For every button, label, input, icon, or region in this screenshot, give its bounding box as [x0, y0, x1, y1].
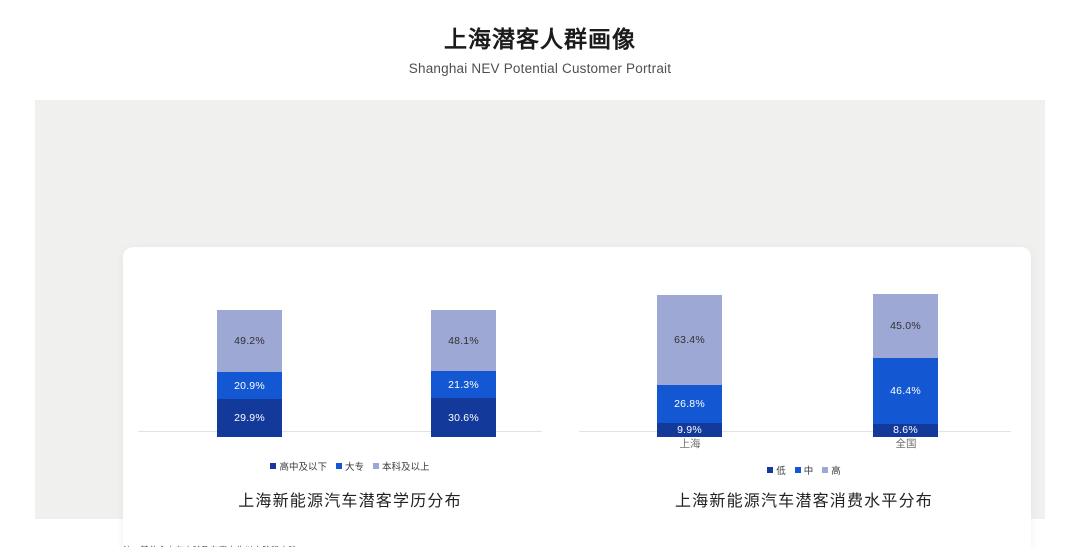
legend-swatch-icon: [270, 463, 277, 469]
legend-label: 中: [803, 466, 814, 477]
bar-segment[interactable]: 45.0%: [873, 294, 938, 359]
chart-consumption-distribution: 63.4% 26.8% 9.9% 45.0% 46.4% 8.6% 上海 全国 低 中: [577, 247, 1031, 547]
legend-item[interactable]: 高: [822, 463, 841, 477]
bar-value-label: 48.1%: [448, 334, 479, 347]
page-title: 上海潜客人群画像: [444, 26, 636, 52]
plot-area-consumption: 63.4% 26.8% 9.9% 45.0% 46.4% 8.6% 上海 全国: [577, 247, 1031, 450]
x-tick-label: 上海: [679, 438, 701, 450]
footnote: 注：其他含未有小孩及有高中生以上阶段小孩: [123, 544, 297, 547]
bar-segment[interactable]: 26.8%: [657, 384, 722, 423]
legend-item[interactable]: 大专: [335, 459, 364, 473]
legend-item[interactable]: 本科及以上: [373, 459, 430, 473]
bar-segment[interactable]: 49.2%: [217, 310, 282, 373]
legend-swatch-icon: [794, 467, 801, 473]
bar-value-label: 30.6%: [448, 411, 479, 424]
plot-area-education: 49.2% 20.9% 29.9% 48.1% 21.3% 30.6%: [123, 247, 577, 437]
chart-title-education: 上海新能源汽车潜客学历分布: [238, 493, 462, 510]
legend-item[interactable]: 低: [767, 463, 786, 477]
x-axis-line: [138, 431, 542, 432]
chart-title-consumption: 上海新能源汽车潜客消费水平分布: [674, 493, 933, 510]
x-axis-line: [579, 431, 1011, 432]
bar-segment[interactable]: 63.4%: [657, 294, 722, 385]
bar-segment[interactable]: 21.3%: [431, 371, 496, 399]
bar-segment[interactable]: 30.6%: [431, 398, 496, 437]
legend-swatch-icon: [767, 467, 774, 473]
bar-segment[interactable]: 9.9%: [657, 422, 722, 437]
legend-label: 低: [776, 466, 786, 477]
legend-swatch-icon: [335, 463, 342, 469]
chart-card: 49.2% 20.9% 29.9% 48.1% 21.3% 30.6% 高中及以下 大专: [123, 247, 1031, 547]
bar-value-label: 20.9%: [234, 379, 265, 392]
table-row[interactable]: 48.1% 21.3% 30.6%: [431, 310, 496, 437]
bar-segment[interactable]: 29.9%: [217, 399, 282, 437]
bar-value-label: 63.4%: [674, 333, 705, 346]
page-subtitle: Shanghai NEV Potential Customer Portrait: [408, 61, 672, 76]
legend-item[interactable]: 高中及以下: [270, 459, 327, 473]
bar-value-label: 21.3%: [448, 378, 479, 391]
chart-legend-consumption: 低 中 高: [577, 463, 1031, 477]
table-row[interactable]: 49.2% 20.9% 29.9%: [217, 310, 282, 437]
bar-value-label: 8.6%: [893, 424, 918, 437]
bar-value-label: 9.9%: [677, 423, 702, 436]
legend-item[interactable]: 中: [794, 463, 814, 477]
content-panel: 49.2% 20.9% 29.9% 48.1% 21.3% 30.6% 高中及以下 大专: [35, 100, 1045, 547]
bar-segment[interactable]: 46.4%: [873, 358, 938, 424]
bar-segment[interactable]: 20.9%: [217, 372, 282, 399]
legend-label: 大专: [344, 462, 364, 473]
legend-label: 本科及以上: [382, 462, 430, 473]
bar-segment[interactable]: 48.1%: [431, 310, 496, 372]
table-row[interactable]: 63.4% 26.8% 9.9%: [657, 294, 722, 437]
bar-value-label: 46.4%: [890, 385, 921, 398]
legend-swatch-icon: [822, 467, 829, 473]
charts-container: 49.2% 20.9% 29.9% 48.1% 21.3% 30.6% 高中及以下 大专: [123, 247, 1031, 547]
bar-value-label: 49.2%: [234, 335, 265, 348]
legend-swatch-icon: [373, 463, 379, 469]
bar-value-label: 45.0%: [890, 320, 921, 333]
legend-label: 高: [831, 466, 841, 477]
legend-label: 高中及以下: [279, 462, 327, 473]
chart-education-distribution: 49.2% 20.9% 29.9% 48.1% 21.3% 30.6% 高中及以下 大专: [123, 247, 577, 547]
bar-value-label: 26.8%: [674, 397, 705, 410]
title-block: 上海潜客人群画像 Shanghai NEV Potential Customer…: [0, 24, 1080, 78]
x-tick-label: 全国: [895, 438, 917, 450]
table-row[interactable]: 45.0% 46.4% 8.6%: [873, 294, 938, 437]
chart-legend-education: 高中及以下 大专 本科及以上: [123, 459, 577, 473]
bar-value-label: 29.9%: [234, 411, 265, 424]
